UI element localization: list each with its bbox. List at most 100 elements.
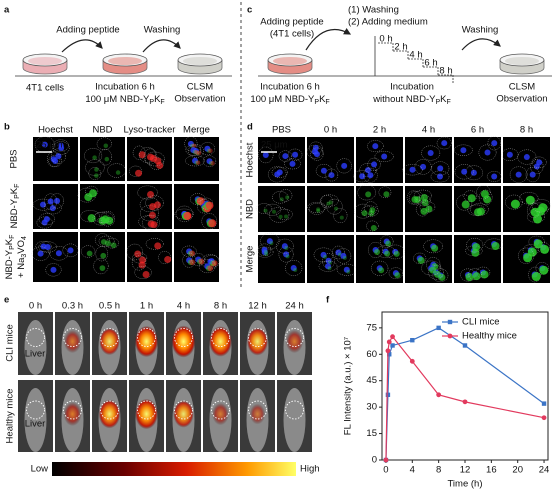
signal [285, 329, 304, 354]
column-header: Lyso-tracker [124, 125, 176, 136]
column-header: NBD [92, 125, 112, 136]
stain [372, 143, 379, 150]
stain [50, 156, 57, 163]
stain [327, 266, 332, 271]
label-part: 4 [21, 236, 28, 240]
cell-outline [509, 166, 528, 183]
cell-outline [279, 189, 293, 202]
cell-outline [52, 141, 70, 155]
label: Adding peptide [56, 25, 119, 36]
label-part: K [319, 94, 326, 105]
stain [86, 250, 93, 257]
cell-outline [84, 148, 103, 164]
stain [194, 160, 199, 165]
stain [154, 157, 162, 165]
stain [523, 253, 533, 263]
signal [247, 327, 268, 356]
timeline-step [378, 42, 394, 51]
cell-outline [145, 238, 164, 250]
label-part: P [149, 99, 154, 106]
cell-outline [98, 235, 115, 247]
stain [339, 215, 344, 220]
stain [340, 252, 347, 259]
stain [89, 189, 98, 198]
stain [470, 169, 477, 176]
cell-outline [139, 197, 160, 213]
cell-outline [531, 199, 551, 213]
stain [465, 273, 474, 282]
liver-outline [211, 328, 230, 347]
legend-label: Healthy mice [462, 331, 517, 342]
liver-outline [174, 400, 193, 420]
dish-inner [183, 57, 217, 65]
cell-outline [260, 232, 280, 250]
cell-outline [132, 145, 146, 160]
stain [187, 140, 194, 147]
stain [316, 207, 321, 212]
stain [326, 201, 331, 206]
stain [115, 170, 121, 175]
column-header: 12 h [248, 301, 267, 312]
stain [190, 147, 197, 154]
stain [206, 148, 212, 153]
stain [385, 240, 392, 247]
cell-outline [501, 148, 519, 161]
panel-label: a [4, 5, 10, 16]
cell-outline [454, 164, 474, 180]
x-axis-label: Time (h) [447, 479, 482, 490]
stain [269, 241, 274, 246]
stain [461, 200, 470, 209]
y-tick-label: 60 [366, 349, 377, 360]
cell-outline [309, 141, 323, 155]
signal [209, 326, 232, 357]
stain [205, 201, 214, 210]
label-part: P [9, 245, 16, 250]
cell-outline [385, 244, 405, 260]
marker [386, 339, 392, 345]
stain [484, 149, 491, 156]
cell-outline [413, 189, 432, 202]
cell-outline [326, 198, 343, 215]
label-part: K [154, 94, 161, 105]
stain [164, 256, 172, 264]
stain [101, 215, 110, 224]
stain [105, 240, 111, 247]
x-tick-label: 20 [512, 465, 523, 476]
row-label: NBD-YPKF [4, 235, 17, 280]
cell-outline [475, 266, 491, 279]
cell-outline [287, 148, 303, 161]
label-part: F [325, 99, 329, 106]
column-header: 8 h [214, 301, 227, 312]
x-tick-label: 24 [539, 465, 550, 476]
column-header: 2 h [373, 125, 386, 136]
row-label: NBD [245, 199, 256, 219]
stain [283, 251, 290, 258]
stain [191, 143, 197, 149]
cell-outline [468, 268, 482, 280]
label: 4 h [409, 50, 422, 61]
label-part: P [314, 99, 319, 106]
stain [55, 250, 62, 257]
stain [192, 157, 199, 164]
stain [285, 195, 290, 200]
cell-outline [415, 202, 429, 217]
marker [387, 352, 392, 357]
signal [63, 329, 82, 354]
cell-outline [379, 235, 394, 248]
label: Incubation 6 h [260, 82, 320, 93]
x-tick-label: 12 [460, 465, 471, 476]
stain [284, 214, 289, 219]
mouse-body [24, 388, 47, 452]
cell-outline [413, 252, 427, 264]
panel-label: f [326, 295, 330, 306]
row-label: NBD-YPKF [9, 184, 22, 229]
label: CLSM [187, 82, 213, 93]
label-part: + Na [16, 257, 27, 278]
cell-outline [134, 266, 152, 279]
cell-outline [378, 186, 392, 199]
cell-outline [364, 201, 378, 215]
cell-outline [476, 185, 491, 200]
arrow [461, 38, 501, 51]
stain [313, 151, 320, 158]
colorbar-label: Low [31, 464, 49, 475]
